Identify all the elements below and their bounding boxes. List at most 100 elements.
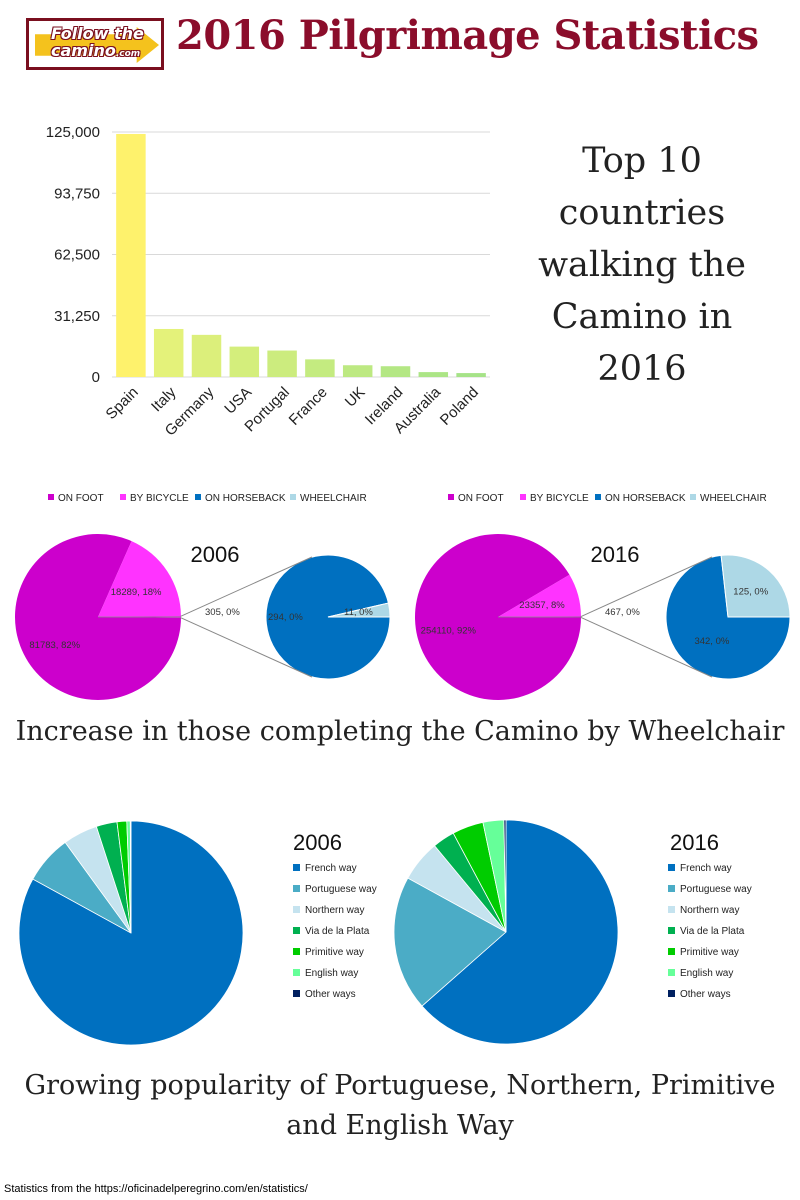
legend-swatch	[293, 927, 300, 934]
logo: Follow the camino.com	[26, 18, 164, 70]
legend-swatch	[293, 864, 300, 871]
x-tick-label: USA	[221, 384, 255, 418]
legend-label: ON FOOT	[58, 493, 104, 504]
legend-label: ON HORSEBACK	[605, 493, 686, 504]
slice-on-foot	[14, 534, 181, 700]
legend-swatch	[293, 990, 300, 997]
legend-swatch	[668, 948, 675, 955]
legend-swatch	[195, 494, 201, 500]
slice-label: 254110, 92%	[421, 625, 477, 636]
slice-label: 18289, 18%	[111, 587, 162, 598]
x-tick-label: France	[286, 384, 331, 429]
legend-swatch	[595, 494, 601, 500]
bar-spain	[116, 133, 146, 377]
legend-label: French way	[305, 863, 357, 874]
bar-usa	[229, 346, 260, 377]
legend-label: Portuguese way	[680, 884, 752, 895]
source-footer: Statistics from the https://oficinadelpe…	[4, 1183, 308, 1195]
legend-label: ON HORSEBACK	[205, 493, 286, 504]
legend-swatch	[668, 906, 675, 913]
x-tick-label: UK	[342, 384, 369, 411]
legend-label: Portuguese way	[305, 884, 377, 895]
legend-swatch	[293, 885, 300, 892]
connector-line	[180, 617, 313, 678]
bar-australia	[418, 372, 449, 377]
legend-swatch	[668, 927, 675, 934]
slice-wheelchair	[720, 554, 791, 618]
logo-text-suffix: .com	[115, 49, 141, 59]
slice-label: 11, 0%	[344, 607, 373, 618]
routes-pie-2006: 2006 French way Portuguese way Northern way…	[18, 820, 377, 1046]
legend-label: WHEELCHAIR	[700, 493, 767, 504]
legend-label: BY BICYCLE	[530, 493, 589, 504]
legend-swatch	[293, 906, 300, 913]
legend-swatch	[120, 494, 126, 500]
legend-swatch	[48, 494, 54, 500]
legend-label: Northern way	[305, 905, 364, 916]
legend-label: Via de la Plata	[680, 926, 745, 937]
legend-label: Northern way	[680, 905, 739, 916]
slice-label: 125, 0%	[733, 587, 768, 598]
slice-other-ways	[503, 819, 507, 933]
slice-on-foot	[415, 534, 581, 700]
y-tick-label: 62,500	[54, 247, 100, 264]
bar-italy	[153, 328, 184, 377]
y-tick-label: 31,250	[54, 308, 100, 325]
transport-pie-2016: ON FOOT BY BICYCLE ON HORSEBACK WHEELCHAIR 2…	[415, 493, 791, 700]
x-tick-label: Italy	[148, 383, 180, 415]
bar-poland	[456, 373, 486, 377]
legend-label: Other ways	[680, 989, 731, 1000]
logo-text-camino: camino	[51, 41, 116, 60]
slice-label: 342, 0%	[694, 636, 729, 647]
legend-swatch	[668, 990, 675, 997]
legend-label: Primitive way	[305, 947, 364, 958]
slice-label: 294, 0%	[268, 612, 303, 623]
legend-swatch	[448, 494, 454, 500]
chart-year-label: 2016	[591, 542, 640, 567]
legend-swatch	[293, 969, 300, 976]
legend-swatch	[668, 885, 675, 892]
legend-label: WHEELCHAIR	[300, 493, 367, 504]
y-tick-label: 0	[92, 369, 100, 386]
slice-by-bicycle	[498, 574, 581, 617]
legend-swatch	[690, 494, 696, 500]
slice-wheelchair	[327, 602, 391, 618]
bar-portugal	[267, 350, 297, 377]
slice-french-way	[421, 819, 619, 1045]
routes-pie-2016: 2016 French way Portuguese way Northern way…	[393, 819, 752, 1045]
slice-label: 467, 0%	[605, 607, 640, 618]
routes-caption: Growing popularity of Portuguese, Northe…	[24, 1070, 776, 1141]
legend-label: Primitive way	[680, 947, 739, 958]
logo-text-line1: Follow the	[51, 24, 144, 43]
bar-uk	[342, 365, 373, 377]
logo-text-line2: camino.com	[51, 41, 140, 60]
legend-swatch	[668, 969, 675, 976]
legend-swatch	[668, 864, 675, 871]
legend-label: English way	[305, 968, 358, 979]
transport-caption: Increase in those completing the Camino …	[15, 716, 785, 747]
transport-pie-2006: ON FOOT BY BICYCLE ON HORSEBACK WHEELCHAIR 2…	[14, 493, 391, 700]
slice-other-ways	[129, 820, 132, 934]
y-tick-label: 125,000	[46, 124, 100, 141]
slice-label: 23357, 8%	[519, 600, 565, 611]
connector-line	[580, 556, 713, 618]
legend-label: English way	[680, 968, 733, 979]
x-tick-label: Spain	[103, 384, 142, 423]
slice-by-bicycle	[98, 541, 181, 617]
slice-portuguese-way	[393, 877, 507, 1007]
legend-label: Via de la Plata	[305, 926, 370, 937]
bar-ireland	[380, 366, 411, 377]
bar-germany	[191, 334, 222, 377]
connector-line	[180, 556, 313, 617]
connector-line	[580, 616, 713, 678]
legend-label: BY BICYCLE	[130, 493, 189, 504]
page-title: 2016 Pilgrimage Statistics	[176, 12, 759, 59]
x-tick-label: Poland	[437, 384, 482, 429]
y-tick-label: 93,750	[54, 185, 100, 202]
legend-label: ON FOOT	[458, 493, 504, 504]
slice-label: 305, 0%	[205, 607, 240, 618]
legend-swatch	[520, 494, 526, 500]
bar-france	[305, 359, 335, 377]
slice-label: 81783, 82%	[29, 640, 80, 651]
